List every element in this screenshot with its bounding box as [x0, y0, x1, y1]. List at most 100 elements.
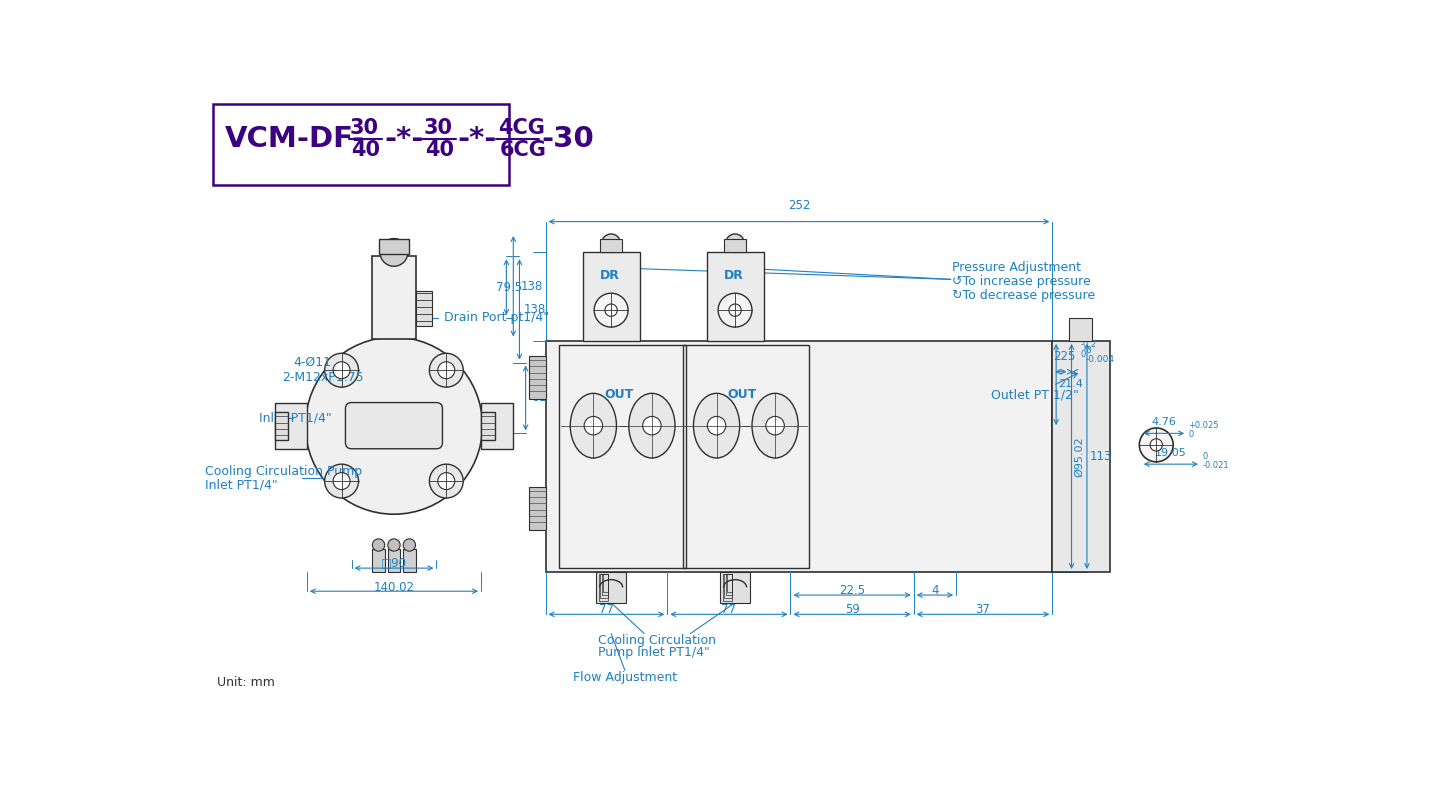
Text: ↻To decrease pressure: ↻To decrease pressure	[952, 289, 1095, 302]
Circle shape	[437, 362, 454, 379]
Text: 19.05: 19.05	[1155, 448, 1186, 458]
Text: 77: 77	[722, 603, 736, 616]
Circle shape	[729, 304, 742, 316]
Text: DR: DR	[600, 269, 620, 282]
Circle shape	[324, 353, 359, 387]
Text: 92: 92	[532, 392, 547, 404]
Circle shape	[429, 353, 463, 387]
Bar	[403, 549, 416, 572]
Text: VCM-DF-: VCM-DF-	[224, 125, 364, 153]
Text: □90: □90	[382, 556, 407, 570]
Text: -30: -30	[542, 125, 594, 153]
Ellipse shape	[752, 393, 799, 458]
Circle shape	[602, 234, 620, 252]
Text: 140.02: 140.02	[373, 582, 414, 594]
Bar	[560, 345, 686, 568]
Circle shape	[707, 416, 726, 435]
Text: 138: 138	[522, 280, 543, 293]
Bar	[416, 291, 433, 325]
Text: 0: 0	[1086, 346, 1092, 355]
Text: Ø95.02: Ø95.02	[1075, 436, 1085, 477]
Text: Pump Inlet PT1/4": Pump Inlet PT1/4"	[597, 646, 710, 659]
Text: Pressure Adjustment: Pressure Adjustment	[952, 262, 1082, 274]
Text: 77: 77	[599, 603, 614, 616]
Text: 4-Ø11: 4-Ø11	[294, 356, 332, 369]
Text: 6CG: 6CG	[500, 140, 546, 160]
Text: 138: 138	[524, 303, 546, 316]
Bar	[706, 252, 765, 341]
Text: 21.4: 21.4	[1059, 380, 1083, 389]
Circle shape	[429, 464, 463, 498]
Text: ↺To increase pressure: ↺To increase pressure	[952, 275, 1090, 288]
Circle shape	[1150, 439, 1162, 451]
Bar	[546, 341, 1052, 572]
Bar	[723, 574, 732, 601]
Text: -*-: -*-	[384, 125, 423, 153]
Bar	[373, 549, 384, 572]
Text: 59: 59	[845, 603, 859, 616]
Text: Unit: mm: Unit: mm	[217, 676, 274, 689]
Text: 79.5: 79.5	[496, 281, 522, 294]
Circle shape	[594, 293, 627, 327]
Bar	[482, 412, 494, 440]
Bar	[274, 412, 289, 440]
Bar	[599, 574, 607, 601]
Text: 0: 0	[1189, 430, 1193, 440]
Circle shape	[333, 473, 350, 489]
Circle shape	[333, 362, 350, 379]
Circle shape	[643, 416, 662, 435]
Bar	[583, 252, 640, 341]
Circle shape	[437, 473, 454, 489]
Text: Inlet PT1/4": Inlet PT1/4"	[259, 411, 332, 425]
Circle shape	[604, 304, 617, 316]
Circle shape	[726, 234, 745, 252]
Text: 2-M12xP1.75: 2-M12xP1.75	[283, 371, 364, 385]
Text: DR: DR	[725, 269, 745, 282]
Text: Drain Port pt1/4": Drain Port pt1/4"	[417, 296, 549, 325]
Text: 22: 22	[1053, 350, 1069, 362]
Bar	[725, 574, 732, 598]
Text: Outlet PT 1/2": Outlet PT 1/2"	[990, 374, 1079, 401]
Text: -0.2: -0.2	[1080, 340, 1097, 349]
Ellipse shape	[693, 393, 740, 458]
Text: Cooling Circulation: Cooling Circulation	[597, 634, 716, 647]
Bar	[602, 574, 607, 595]
Bar	[727, 574, 732, 592]
Text: 22.5: 22.5	[839, 584, 865, 597]
Bar	[529, 356, 546, 399]
Text: 40: 40	[352, 140, 380, 160]
Circle shape	[766, 416, 785, 435]
Text: -0.004: -0.004	[1086, 355, 1115, 364]
Circle shape	[584, 416, 603, 435]
Bar	[379, 239, 409, 254]
Text: 113: 113	[1090, 450, 1112, 463]
Text: 37: 37	[976, 603, 990, 616]
Text: 4: 4	[932, 584, 939, 597]
Ellipse shape	[570, 393, 616, 458]
Bar	[482, 403, 513, 448]
Bar	[1052, 341, 1110, 572]
Circle shape	[403, 539, 416, 551]
Ellipse shape	[629, 393, 674, 458]
Circle shape	[1139, 428, 1173, 462]
Text: 30: 30	[424, 118, 453, 139]
Text: 0: 0	[1080, 351, 1086, 359]
Text: -*-: -*-	[457, 125, 497, 153]
Circle shape	[306, 337, 483, 515]
Bar	[274, 403, 307, 448]
Text: 4CG: 4CG	[497, 118, 544, 139]
Text: OUT: OUT	[727, 388, 756, 401]
Text: 5: 5	[1067, 350, 1075, 362]
Bar	[600, 574, 607, 598]
Circle shape	[324, 464, 359, 498]
Bar	[683, 345, 809, 568]
Circle shape	[719, 293, 752, 327]
Bar	[373, 256, 416, 340]
Text: OUT: OUT	[604, 388, 633, 401]
Bar	[603, 574, 607, 592]
Text: +0.025: +0.025	[1189, 421, 1219, 430]
Text: Inlet PT1/4": Inlet PT1/4"	[206, 478, 279, 492]
Circle shape	[387, 539, 400, 551]
Text: 0: 0	[1202, 452, 1208, 461]
Bar	[596, 572, 626, 603]
